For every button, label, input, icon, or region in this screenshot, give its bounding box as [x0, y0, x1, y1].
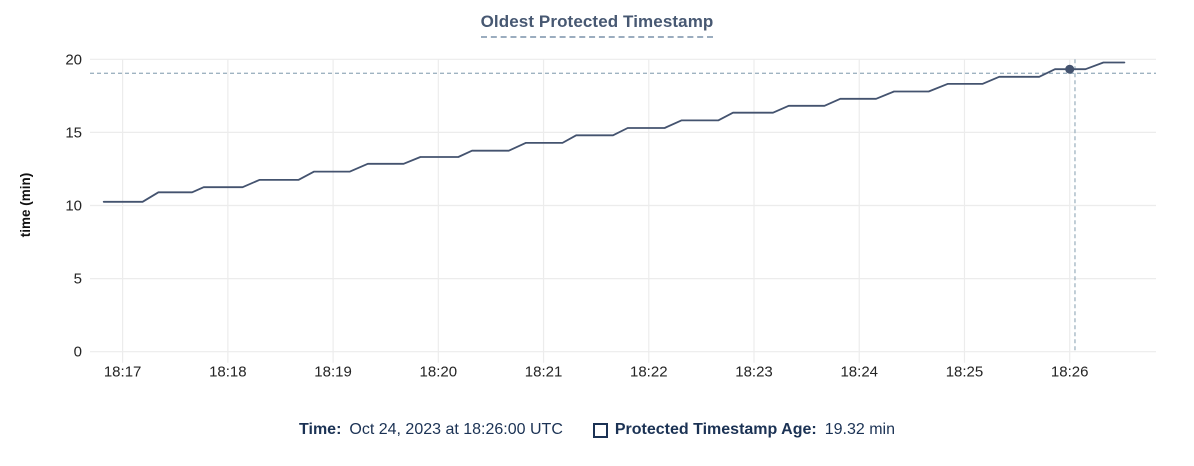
x-tick-label: 18:26 — [1051, 364, 1089, 381]
chart-title-row: Oldest Protected Timestamp — [0, 12, 1194, 38]
hover-point-dot — [1065, 64, 1075, 74]
chart-title[interactable]: Oldest Protected Timestamp — [480, 12, 714, 38]
x-tick-label: 18:25 — [946, 364, 984, 381]
x-tick-label: 18:18 — [209, 364, 247, 381]
x-tick-label: 18:17 — [104, 364, 142, 381]
x-tick-label: 18:21 — [525, 364, 563, 381]
y-tick-label: 15 — [65, 124, 82, 141]
hover-time-item: Time: Oct 24, 2023 at 18:26:00 UTC — [299, 420, 563, 440]
series-line-protected-timestamp-age — [102, 61, 1126, 203]
hover-time-value: Oct 24, 2023 at 18:26:00 UTC — [349, 421, 563, 438]
chart-hover-legend: Time: Oct 24, 2023 at 18:26:00 UTC Prote… — [0, 420, 1194, 440]
x-tick-label: 18:24 — [840, 364, 878, 381]
series-checkbox-icon[interactable] — [592, 422, 608, 438]
y-axis-title: time (min) — [18, 173, 33, 238]
x-tick-label: 18:22 — [630, 364, 668, 381]
x-tick-label: 18:20 — [420, 364, 458, 381]
y-tick-label: 0 — [74, 344, 82, 361]
x-tick-label: 18:19 — [314, 364, 352, 381]
x-tick-label: 18:23 — [735, 364, 773, 381]
series-name-label: Protected Timestamp Age: — [614, 421, 817, 438]
chart-canvas[interactable]: 0 5 10 15 20 18:17 18:18 18:19 18:20 18:21 18:22 18… — [0, 0, 1194, 400]
y-tick-label: 10 — [65, 198, 82, 215]
y-tick-label: 20 — [65, 51, 82, 68]
y-tick-label: 5 — [74, 271, 82, 288]
hover-time-label: Time: — [299, 421, 342, 438]
series-hover-value: 19.32 min — [824, 421, 895, 438]
series-legend-item[interactable]: Protected Timestamp Age: 19.32 min — [592, 420, 895, 440]
